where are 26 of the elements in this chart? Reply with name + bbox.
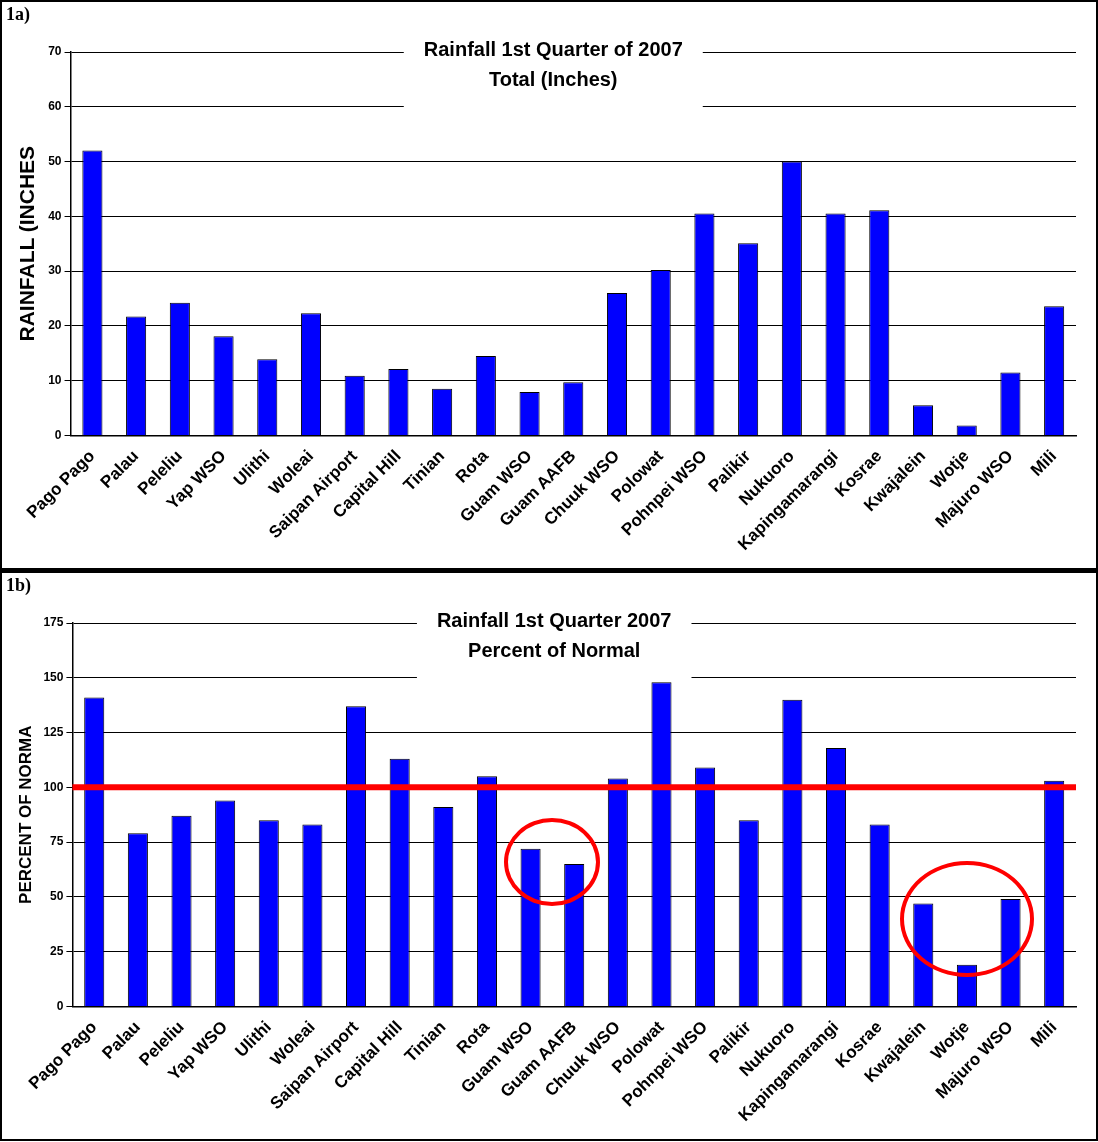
x-tick-label: Mili [1026,1017,1061,1051]
y-tick-label: 50 [48,153,62,168]
y-tick-label: 175 [43,615,64,630]
y-tick-label: 50 [50,889,64,904]
text: Total (Inches) [489,67,618,90]
text: 1b) [6,574,32,596]
y-tick-label: 25 [50,943,64,958]
y-tick-label: 0 [56,998,64,1013]
chart-title: Rainfall 1st Quarter of 2007 [423,37,683,60]
text: Percent of Normal [468,638,641,661]
chart-title: Rainfall 1st Quarter 2007 [436,608,672,631]
y-tick-label: 60 [48,99,62,114]
y-tick-label: 150 [43,670,64,685]
text: 1a) [6,3,30,25]
y-axis-title: PERCENT OF NORMA [15,725,35,904]
y-axis-title: RAINFALL (INCHES [15,145,39,342]
y-tick-label: 70 [48,44,62,59]
y-tick-label: 20 [48,318,62,333]
y-tick-label: 125 [43,724,64,739]
x-tick-label: Mili [1026,446,1061,480]
y-tick-label: 100 [43,779,64,794]
y-tick-label: 40 [48,208,62,223]
y-tick-label: 30 [48,263,62,278]
y-tick-label: 10 [48,372,62,387]
y-tick-label: 75 [50,834,64,849]
y-tick-label: 0 [54,427,62,442]
